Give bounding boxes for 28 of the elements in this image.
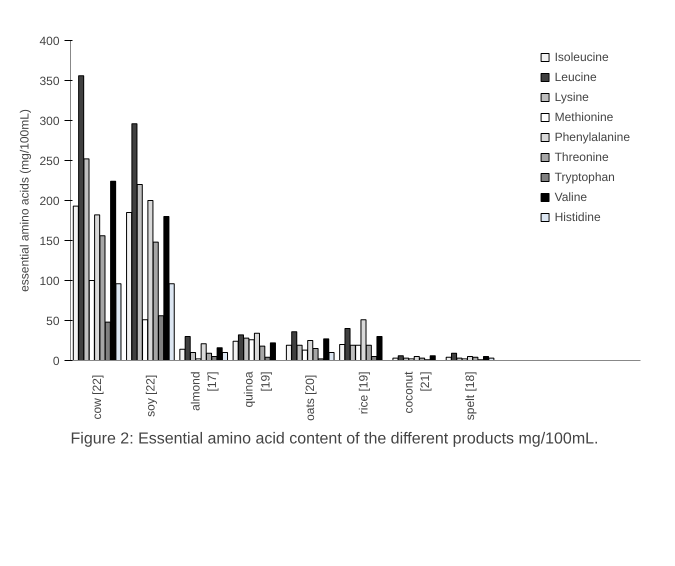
legend-label: Leucine: [554, 70, 597, 84]
legend-label: Methionine: [554, 110, 614, 124]
x-tick-label: soy [22]: [143, 374, 158, 417]
y-tick-label: 0: [52, 354, 60, 368]
legend-label: Isoleucine: [554, 50, 609, 64]
legend-label: Phenylalanine: [554, 130, 630, 144]
y-tick-label: 50: [46, 314, 60, 328]
legend-label: Lysine: [554, 90, 589, 104]
text: Figure 2: Essential amino acid content of the different products mg/100mL.: [70, 430, 598, 448]
x-tick-label: coconut [21]: [401, 370, 432, 414]
y-tick-label: 150: [39, 234, 60, 248]
y-tick-label: 300: [39, 114, 60, 128]
x-tick-label: almond [17]: [188, 372, 220, 411]
legend-label: Valine: [554, 190, 588, 204]
legend-label: Threonine: [554, 150, 609, 164]
x-tick-label: rice [19]: [356, 372, 370, 414]
x-tick-label: oats [20]: [303, 374, 318, 421]
legend-label: Tryptophan: [554, 170, 615, 184]
y-tick-label: 250: [39, 154, 60, 168]
x-tick-label: cow [22]: [90, 374, 104, 420]
y-tick-label: 100: [39, 274, 60, 288]
y-axis-title: essential amino acids (mg/100mL): [17, 109, 32, 292]
x-tick-label: quinoa [19]: [242, 371, 272, 408]
y-tick-label: 350: [39, 74, 60, 88]
legend-label: Histidine: [554, 210, 601, 224]
y-tick-label: 400: [39, 34, 60, 48]
x-tick-label: spelt [18]: [463, 371, 478, 420]
y-tick-label: 200: [39, 194, 60, 208]
